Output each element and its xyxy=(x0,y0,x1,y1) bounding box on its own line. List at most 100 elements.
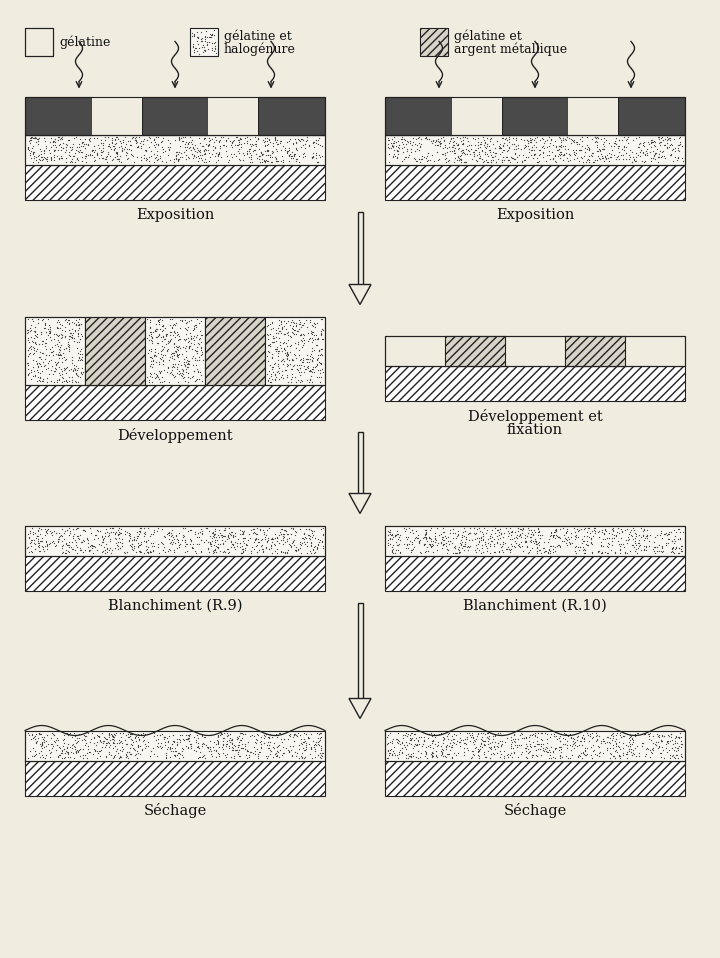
Point xyxy=(261,750,273,765)
Point xyxy=(414,532,426,547)
Point xyxy=(189,374,200,389)
Point xyxy=(76,145,88,160)
Point xyxy=(215,536,226,551)
Point xyxy=(502,747,513,763)
Point xyxy=(306,526,318,541)
Point xyxy=(402,149,413,165)
Point xyxy=(293,364,305,379)
Point xyxy=(181,727,192,742)
Point xyxy=(315,739,327,754)
Point xyxy=(467,151,478,167)
Point xyxy=(45,152,57,168)
Point xyxy=(441,536,452,551)
Point xyxy=(285,314,297,330)
Point xyxy=(227,140,238,155)
Point xyxy=(243,747,255,763)
Point xyxy=(546,132,557,148)
Point xyxy=(412,733,423,748)
Point xyxy=(104,740,115,755)
Point xyxy=(468,147,480,162)
Point xyxy=(630,130,642,146)
Point xyxy=(69,154,81,170)
Point xyxy=(310,135,322,150)
Point xyxy=(224,730,235,745)
Point xyxy=(548,529,559,544)
Point xyxy=(60,154,72,170)
Point xyxy=(495,725,506,741)
Point xyxy=(188,742,199,758)
Point xyxy=(71,150,83,166)
Point xyxy=(667,143,678,158)
Point xyxy=(112,745,124,761)
Point xyxy=(547,544,559,559)
Point xyxy=(572,137,583,152)
Point xyxy=(294,348,305,363)
Point xyxy=(206,40,217,56)
Point xyxy=(174,145,185,160)
Point xyxy=(233,141,244,156)
Point xyxy=(257,541,269,557)
Point xyxy=(285,741,297,757)
Point xyxy=(562,153,574,169)
Point xyxy=(253,148,265,164)
Point xyxy=(384,522,396,537)
Point xyxy=(282,348,294,363)
Point xyxy=(256,538,267,554)
Point xyxy=(36,149,48,165)
Point xyxy=(599,148,611,164)
Point xyxy=(431,743,442,759)
Point xyxy=(384,725,396,741)
Point xyxy=(134,537,145,553)
Point xyxy=(261,535,273,550)
Point xyxy=(102,148,113,164)
Point xyxy=(229,742,240,758)
Point xyxy=(614,727,626,742)
Point xyxy=(561,524,572,539)
Point xyxy=(403,148,415,163)
Point xyxy=(539,741,551,757)
Point xyxy=(436,725,447,741)
Point xyxy=(519,152,531,168)
Point xyxy=(454,148,465,164)
Point xyxy=(480,536,491,552)
Point xyxy=(228,750,239,765)
Point xyxy=(217,745,229,761)
Point xyxy=(580,747,591,763)
Point xyxy=(490,544,501,559)
Point xyxy=(127,734,139,749)
Point xyxy=(60,546,71,561)
Point xyxy=(236,725,248,741)
Point xyxy=(171,732,182,747)
Point xyxy=(29,324,40,339)
Point xyxy=(501,133,513,148)
Point xyxy=(127,148,138,164)
Point xyxy=(399,523,410,538)
Point xyxy=(493,543,505,559)
Point xyxy=(494,147,505,162)
Point xyxy=(494,521,505,536)
Point xyxy=(253,131,264,147)
Point xyxy=(301,359,312,375)
Point xyxy=(77,532,89,547)
Point xyxy=(437,520,449,536)
Point xyxy=(301,129,312,145)
Point xyxy=(495,539,506,555)
Point xyxy=(446,728,458,743)
Point xyxy=(559,146,570,161)
Point xyxy=(421,539,433,555)
Point xyxy=(106,135,117,150)
Point xyxy=(200,142,212,157)
Point xyxy=(261,138,273,153)
Point xyxy=(390,527,402,542)
Point xyxy=(221,733,233,748)
Point xyxy=(209,134,220,149)
Point xyxy=(60,366,71,381)
Point xyxy=(669,534,680,549)
Point xyxy=(623,151,634,167)
Point xyxy=(536,739,547,754)
Point xyxy=(239,739,251,754)
Point xyxy=(309,530,320,545)
Point xyxy=(262,532,274,547)
Point xyxy=(228,748,239,764)
Point xyxy=(534,528,546,543)
